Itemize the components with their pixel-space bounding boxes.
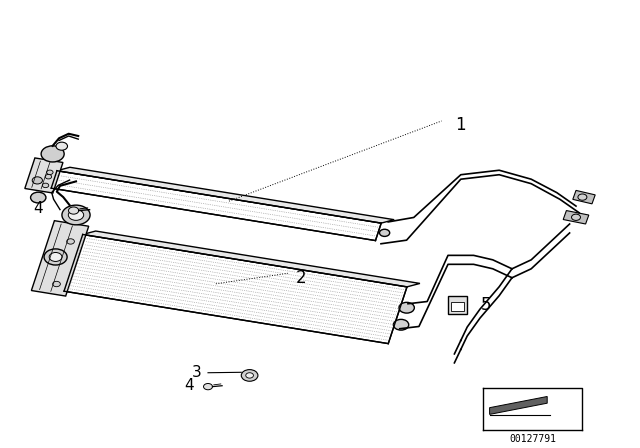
Circle shape xyxy=(31,192,46,203)
Circle shape xyxy=(52,281,60,287)
Polygon shape xyxy=(64,234,407,344)
Circle shape xyxy=(578,194,587,200)
Polygon shape xyxy=(57,167,394,223)
Circle shape xyxy=(45,174,52,179)
Circle shape xyxy=(572,214,580,220)
Circle shape xyxy=(68,210,84,220)
Circle shape xyxy=(380,229,390,237)
Circle shape xyxy=(394,319,409,330)
Circle shape xyxy=(56,142,67,150)
Text: 3: 3 xyxy=(192,365,202,380)
Polygon shape xyxy=(451,302,464,311)
Circle shape xyxy=(246,373,253,378)
Circle shape xyxy=(32,177,42,184)
Circle shape xyxy=(49,253,62,262)
Polygon shape xyxy=(51,171,381,241)
Circle shape xyxy=(204,383,212,390)
Polygon shape xyxy=(25,158,63,193)
Circle shape xyxy=(62,205,90,225)
Polygon shape xyxy=(573,190,595,204)
Text: 00127791: 00127791 xyxy=(509,434,556,444)
Polygon shape xyxy=(563,211,589,224)
Circle shape xyxy=(241,370,258,381)
Circle shape xyxy=(44,249,67,265)
Polygon shape xyxy=(448,296,467,314)
Polygon shape xyxy=(31,221,89,296)
Circle shape xyxy=(399,302,414,313)
Text: 2: 2 xyxy=(296,269,306,287)
Text: 1: 1 xyxy=(456,116,466,134)
Text: 5: 5 xyxy=(481,296,492,314)
Circle shape xyxy=(42,183,49,188)
Text: 4: 4 xyxy=(33,201,44,216)
Circle shape xyxy=(47,170,53,175)
Circle shape xyxy=(67,239,74,244)
Circle shape xyxy=(41,146,64,162)
Polygon shape xyxy=(83,231,420,287)
Circle shape xyxy=(68,207,79,214)
Text: 4: 4 xyxy=(184,378,194,393)
Polygon shape xyxy=(490,396,547,414)
